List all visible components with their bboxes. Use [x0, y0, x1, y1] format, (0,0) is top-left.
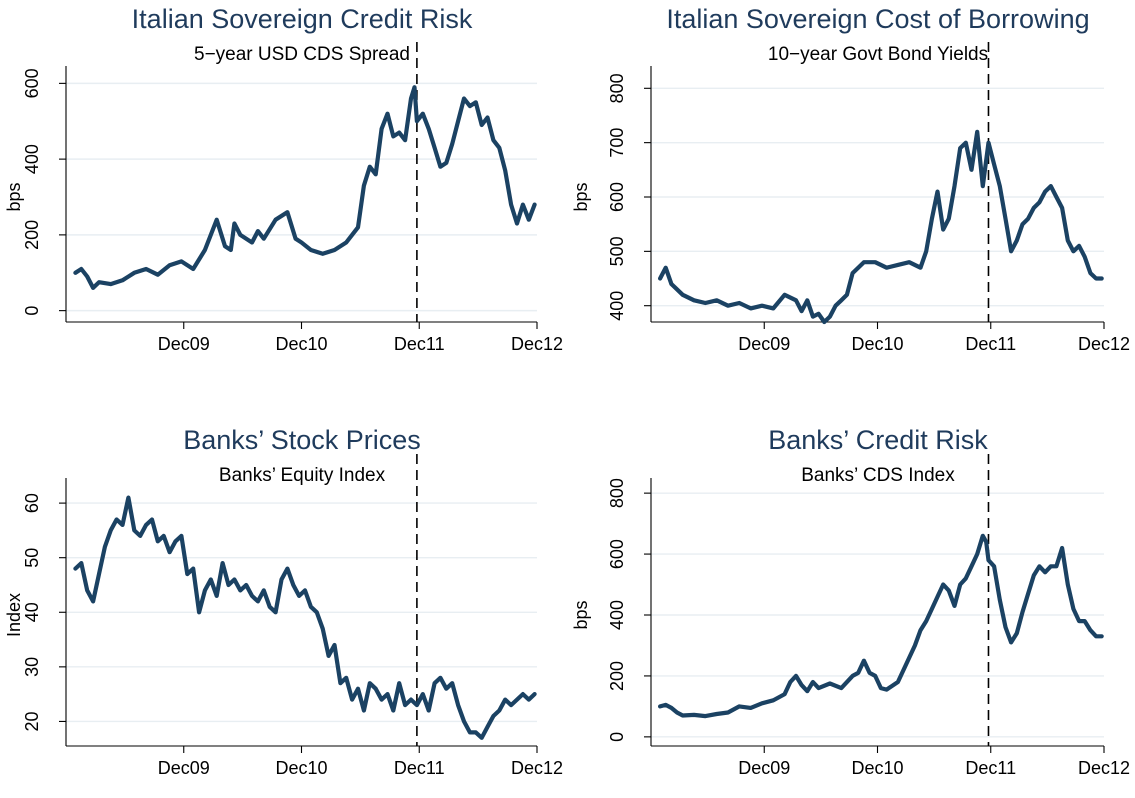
chart-1-xtick-label: Dec12 [511, 334, 563, 354]
chart-panel-2: Italian Sovereign Cost of Borrowing 10−ye… [567, 0, 1134, 399]
chart-2-ytick-label: 500 [607, 236, 627, 266]
chart-2-subtitle: 10−year Govt Bond Yields [768, 44, 988, 65]
chart-2-ytick-label: 700 [607, 128, 627, 158]
chart-4-ytick-label: 200 [607, 661, 627, 691]
chart-1-ytick-label: 400 [22, 144, 42, 174]
chart-4-ylabel: bps [571, 600, 591, 629]
chart-1-svg: Italian Sovereign Credit Risk 5−year USD … [4, 4, 563, 354]
chart-1-ytick-label: 200 [22, 220, 42, 250]
chart-4-ytick-label: 600 [607, 539, 627, 569]
chart-3-title: Banks’ Stock Prices [183, 425, 421, 455]
chart-panel-1: Italian Sovereign Credit Risk 5−year USD … [0, 0, 567, 399]
chart-4-title: Banks’ Credit Risk [768, 425, 988, 455]
chart-3-xtick-label: Dec10 [275, 758, 327, 778]
chart-3-ylabel: Index [4, 593, 24, 637]
chart-1-xtick-label: Dec10 [275, 334, 327, 354]
chart-3-ytick-label: 30 [22, 657, 42, 677]
chart-4-ytick-label: 800 [607, 478, 627, 508]
chart-3-svg: Banks’ Stock Prices Banks’ Equity Index 20… [4, 425, 563, 778]
chart-2-xtick-label: Dec11 [965, 334, 1016, 354]
chart-1-ytick-label: 600 [22, 68, 42, 98]
chart-4-ytick-label: 0 [607, 732, 627, 742]
chart-3-xtick-label: Dec12 [511, 758, 563, 778]
chart-3-subtitle: Banks’ Equity Index [219, 465, 386, 486]
chart-2-ytick-label: 400 [607, 291, 627, 321]
chart-1-subtitle: 5−year USD CDS Spread [194, 44, 410, 65]
chart-1-series-line [73, 85, 537, 290]
chart-3-ytick-label: 60 [22, 493, 42, 513]
chart-2-ytick-label: 600 [607, 182, 627, 212]
chart-1-xtick-label: Dec11 [394, 334, 445, 354]
chart-4-xtick-label: Dec10 [851, 758, 903, 778]
chart-3-ytick-label: 40 [22, 602, 42, 622]
chart-3-xtick-label: Dec09 [158, 758, 210, 778]
chart-4-xtick-label: Dec12 [1078, 758, 1130, 778]
chart-4-ytick-label: 400 [607, 600, 627, 630]
chart-2-title: Italian Sovereign Cost of Borrowing [666, 4, 1089, 34]
chart-4-subtitle: Banks’ CDS Index [801, 465, 955, 486]
chart-1-title: Italian Sovereign Credit Risk [132, 4, 473, 34]
chart-panel-3: Banks’ Stock Prices Banks’ Equity Index 20… [0, 399, 567, 798]
chart-3-ytick-label: 50 [22, 548, 42, 568]
chart-panel-4: Banks’ Credit Risk Banks’ CDS Index 0 200 40… [567, 399, 1134, 798]
chart-1-xtick-label: Dec09 [158, 334, 210, 354]
chart-2-ytick-label: 800 [607, 73, 627, 103]
chart-2-xtick-label: Dec09 [738, 334, 790, 354]
chart-2-svg: Italian Sovereign Cost of Borrowing 10−ye… [571, 4, 1130, 354]
chart-2-ylabel: bps [571, 182, 591, 211]
chart-2-series-line [657, 129, 1104, 325]
chart-2-xtick-label: Dec12 [1078, 334, 1130, 354]
chart-4-xtick-label: Dec11 [965, 758, 1016, 778]
chart-4-series-line [657, 533, 1104, 719]
chart-3-series-line [73, 495, 537, 740]
chart-1-ytick-label: 0 [22, 306, 42, 316]
chart-3-xtick-label: Dec11 [394, 758, 445, 778]
chart-3-ytick-label: 20 [22, 711, 42, 731]
chart-4-xtick-label: Dec09 [738, 758, 790, 778]
chart-4-svg: Banks’ Credit Risk Banks’ CDS Index 0 200 40… [571, 425, 1130, 778]
chart-2-xtick-label: Dec10 [851, 334, 903, 354]
chart-1-ylabel: bps [4, 182, 24, 211]
